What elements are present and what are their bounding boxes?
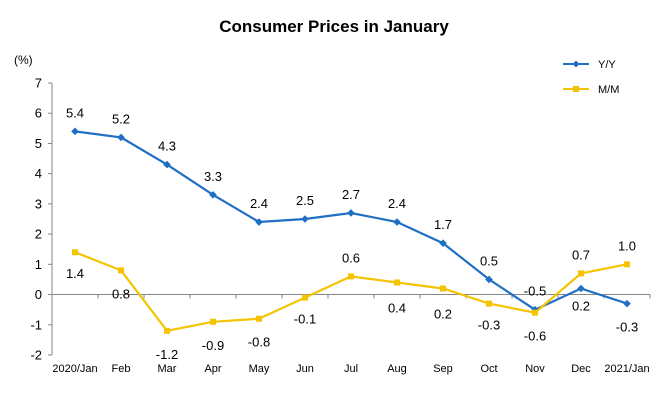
data-label-yy: 4.3 xyxy=(158,139,176,154)
data-point-mm xyxy=(72,249,78,256)
data-point-mm xyxy=(578,270,584,277)
data-point-yy xyxy=(209,191,217,199)
data-point-yy xyxy=(485,275,493,284)
data-label-yy: 1.7 xyxy=(434,217,452,232)
data-label-mm: 1.0 xyxy=(618,238,636,253)
x-tick-label: May xyxy=(249,363,270,375)
data-label-yy: 2.4 xyxy=(250,196,268,211)
y-tick-label: 7 xyxy=(35,76,42,91)
x-tick-label: Feb xyxy=(112,363,131,375)
legend-label-mm: M/M xyxy=(598,84,619,96)
data-point-yy xyxy=(623,299,631,308)
y-tick-label: 0 xyxy=(35,287,42,302)
y-tick-label: 1 xyxy=(35,257,42,272)
data-point-mm xyxy=(210,318,216,325)
data-label-yy: -0.5 xyxy=(524,284,546,299)
data-point-mm xyxy=(164,327,170,334)
data-label-mm: -0.3 xyxy=(478,318,500,333)
axes: -2 -1 0 1 2 3 4 5 6 7 2020/Jan Feb Mar Apr May Jun Jul Au… xyxy=(30,76,651,375)
data-label-mm: 0.2 xyxy=(434,307,452,322)
x-tick-label: 2020/Jan xyxy=(52,363,97,375)
data-point-yy xyxy=(71,127,79,136)
data-point-yy xyxy=(577,284,585,293)
data-point-mm xyxy=(348,273,354,280)
data-labels-layer: 5.4 5.2 4.3 3.3 2.4 2.5 2.7 2.4 1.7 0.5 -0.5 0.2 -0.… xyxy=(66,105,638,361)
data-label-mm: -0.8 xyxy=(248,335,270,350)
data-point-mm xyxy=(624,261,630,268)
data-label-yy: 5.4 xyxy=(66,105,84,120)
data-point-mm xyxy=(486,300,492,307)
data-point-yy xyxy=(531,305,539,314)
data-label-yy: 0.2 xyxy=(572,299,590,314)
x-tick-label: Apr xyxy=(204,363,221,375)
y-tick-label: 4 xyxy=(35,166,42,181)
data-point-yy xyxy=(255,218,263,226)
data-label-mm: -0.1 xyxy=(294,312,316,327)
data-point-mm xyxy=(256,315,262,322)
legend-marker-yy xyxy=(572,60,580,68)
y-tick-label: 3 xyxy=(35,196,42,211)
y-tick-label: 5 xyxy=(35,136,42,151)
data-label-yy: 2.7 xyxy=(342,187,360,202)
data-label-mm: -0.9 xyxy=(202,338,224,353)
data-point-mm xyxy=(394,279,400,286)
data-point-mm xyxy=(440,285,446,292)
data-point-yy xyxy=(347,209,355,217)
y-tick-label: -2 xyxy=(30,348,42,363)
data-label-yy: -0.3 xyxy=(616,320,638,335)
x-tick-label: Jun xyxy=(296,363,314,375)
data-label-yy: 2.4 xyxy=(388,196,406,211)
data-label-yy: 3.3 xyxy=(204,169,222,184)
data-label-mm: 1.4 xyxy=(66,266,84,281)
data-label-mm: 0.8 xyxy=(112,286,130,301)
data-point-yy xyxy=(393,218,401,226)
legend: Y/Y M/M xyxy=(563,59,619,96)
y-tick-label: 6 xyxy=(35,106,42,121)
data-point-mm xyxy=(118,267,124,274)
x-tick-label: Dec xyxy=(571,363,591,375)
data-point-yy xyxy=(439,239,447,247)
series-layer xyxy=(71,127,631,334)
data-label-mm: -1.2 xyxy=(156,347,178,362)
data-label-yy: 5.2 xyxy=(112,111,130,126)
data-label-yy: 2.5 xyxy=(296,193,314,208)
data-point-yy xyxy=(117,133,125,142)
data-label-yy: 0.5 xyxy=(480,253,498,268)
data-point-yy xyxy=(301,215,309,223)
x-tick-label: Aug xyxy=(387,363,407,375)
data-label-mm: -0.6 xyxy=(524,329,546,344)
x-tick-label: Mar xyxy=(158,363,177,375)
y-tick-label: -1 xyxy=(30,317,42,332)
legend-marker-mm xyxy=(573,86,579,92)
data-label-mm: 0.6 xyxy=(342,250,360,265)
data-label-mm: 0.7 xyxy=(572,247,590,262)
x-tick-label: Sep xyxy=(433,363,453,375)
x-tick-label: 2021/Jan xyxy=(604,363,649,375)
y-tick-label: 2 xyxy=(35,227,42,242)
legend-label-yy: Y/Y xyxy=(598,59,616,71)
chart-title: Consumer Prices in January xyxy=(219,17,449,36)
x-tick-label: Jul xyxy=(344,363,358,375)
x-tick-label: Nov xyxy=(525,363,545,375)
y-axis-unit-label: (%) xyxy=(14,53,33,67)
data-point-mm xyxy=(302,294,308,301)
data-point-mm xyxy=(532,309,538,316)
data-point-yy xyxy=(163,160,171,169)
data-label-mm: 0.4 xyxy=(388,300,406,315)
x-tick-label: Oct xyxy=(480,363,497,375)
